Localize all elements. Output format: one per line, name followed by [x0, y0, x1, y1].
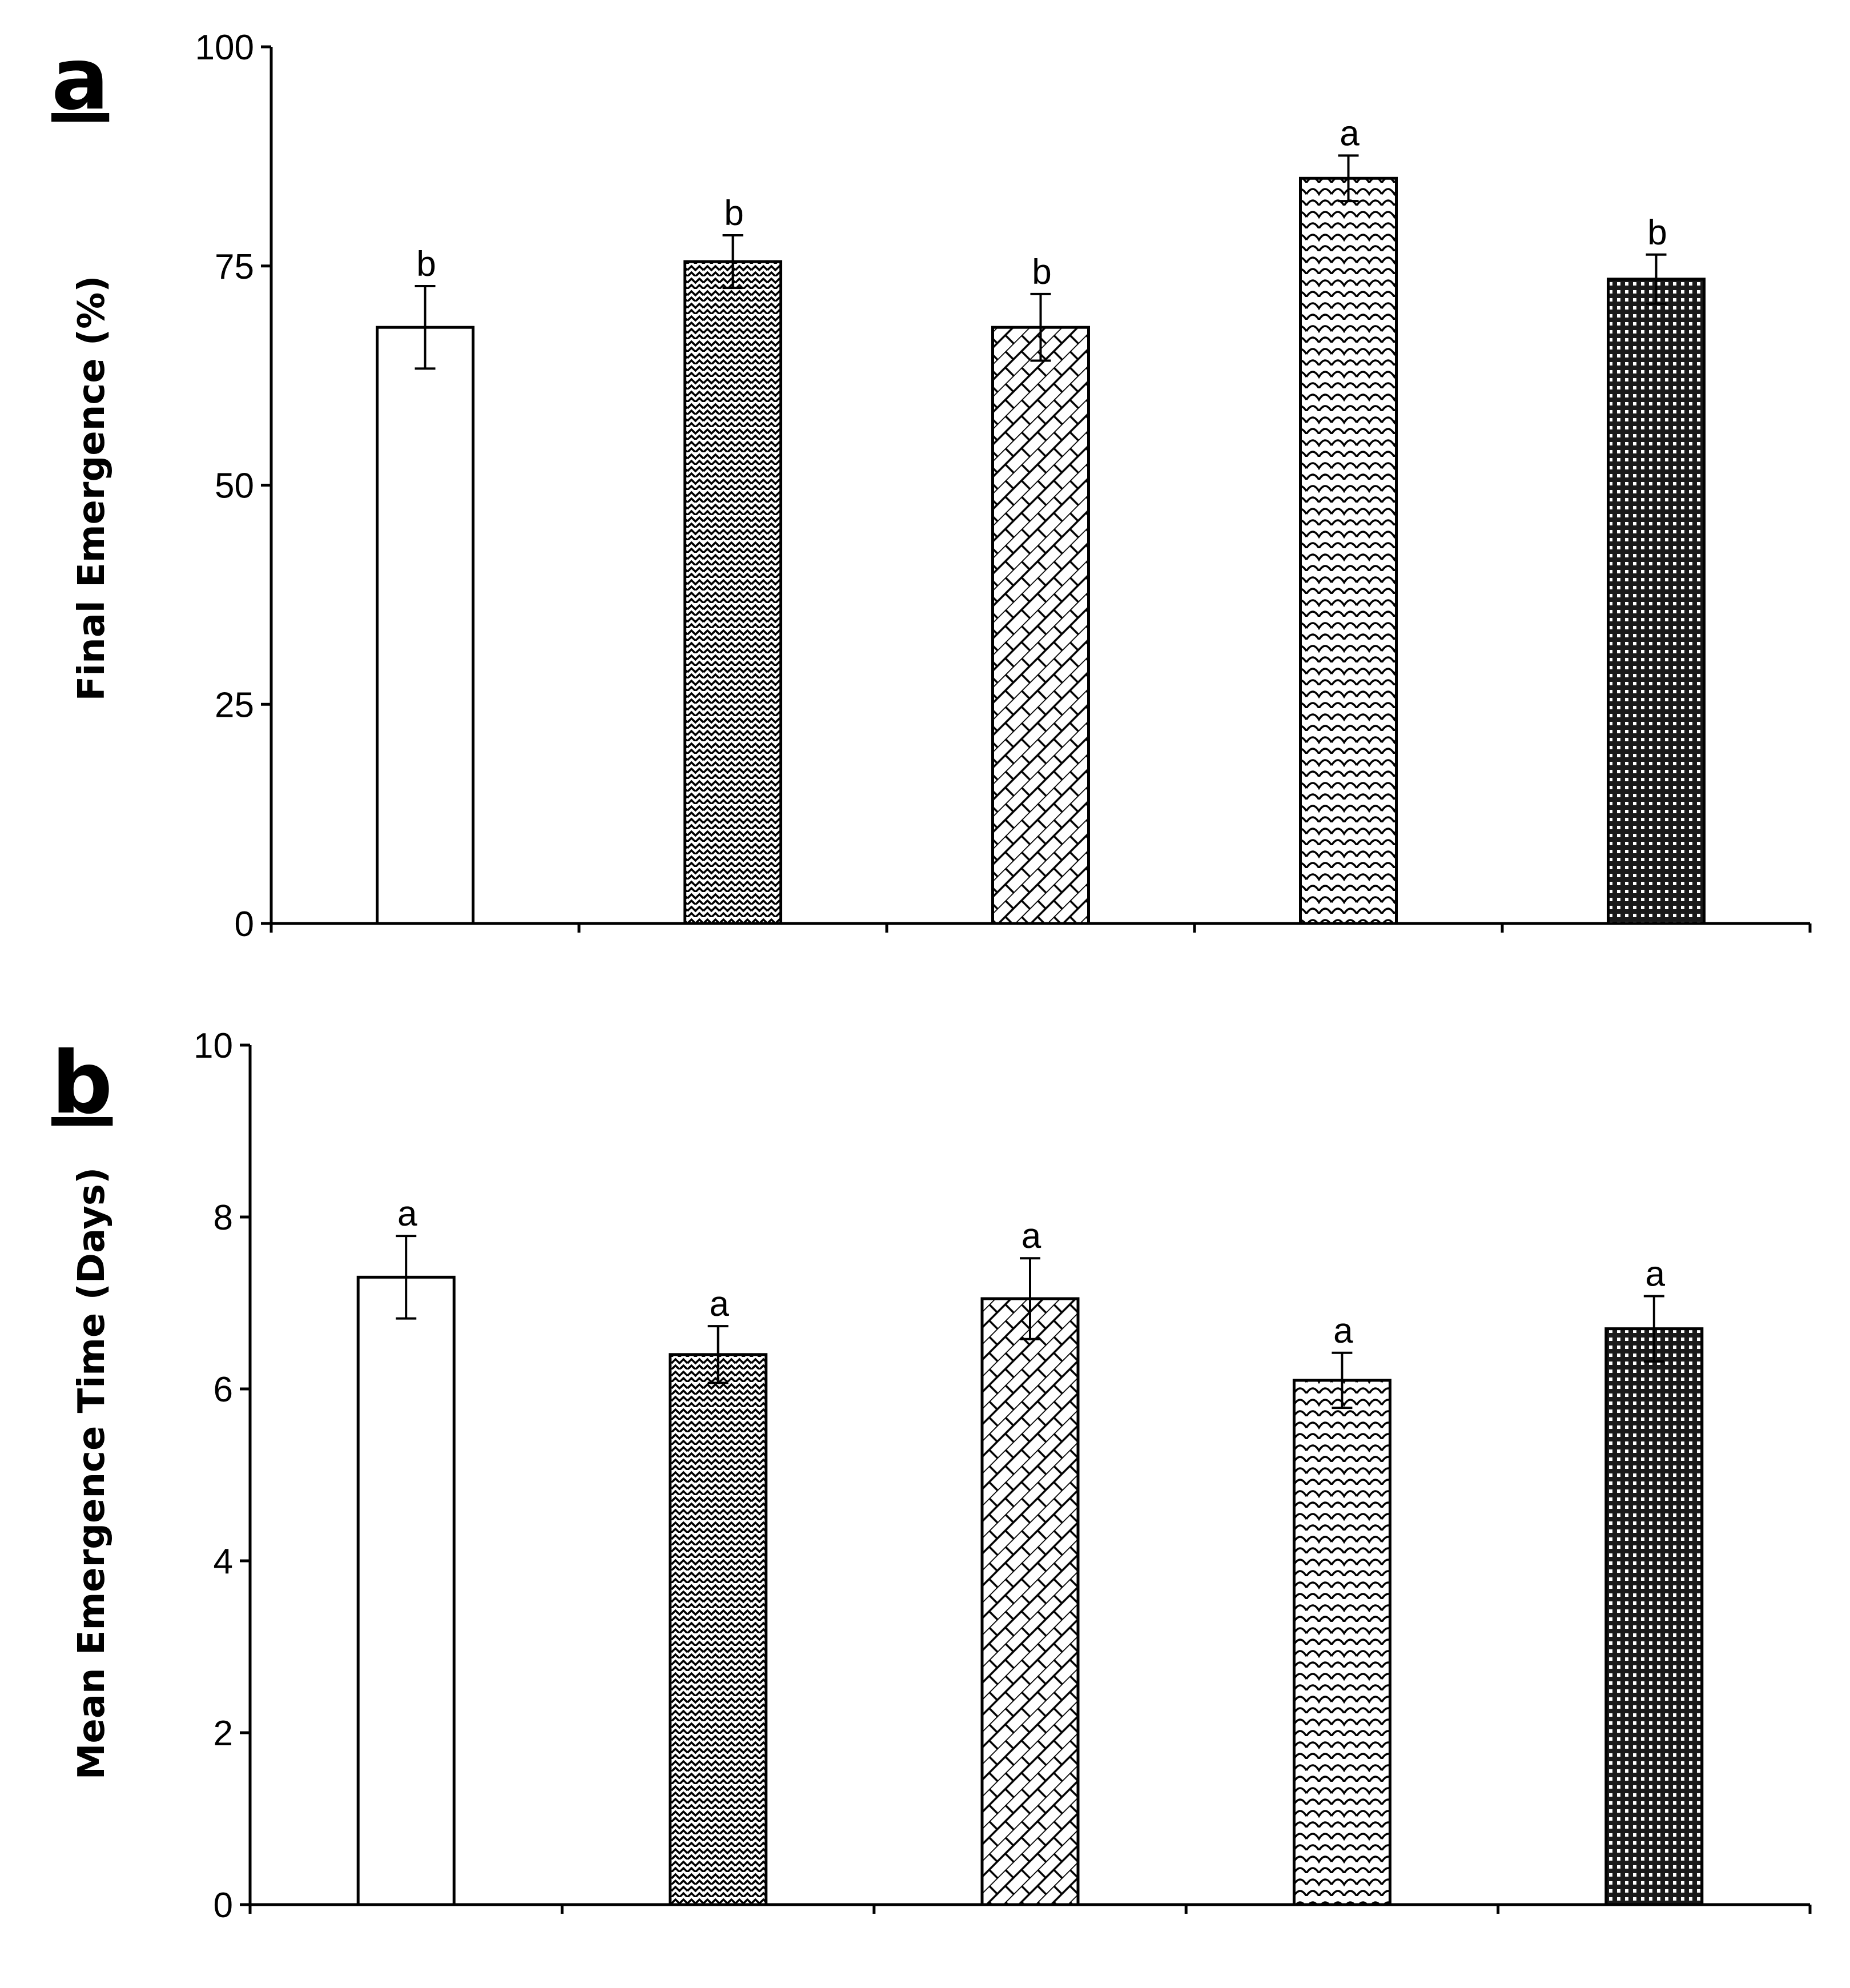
panel-a-bars: b b b a b — [376, 114, 1706, 925]
panel-b-x-ticks — [248, 1905, 1812, 1914]
y-tick-label: 0 — [235, 905, 254, 944]
significance-letter: a — [709, 1284, 729, 1324]
significance-letter: a — [1333, 1311, 1353, 1351]
y-tick-label: 25 — [215, 685, 254, 725]
panel-b-y-ticks: 0 2 4 6 8 10 — [194, 1026, 250, 1925]
significance-letter: b — [1032, 252, 1051, 292]
y-tick-label: 6 — [214, 1370, 233, 1409]
bar — [991, 326, 1090, 925]
significance-letter: a — [1646, 1254, 1666, 1294]
panel-b-letter: b — [51, 1034, 112, 1133]
panel-b-y-axis-title: Mean Emergence Time (Days) — [71, 1167, 113, 1780]
y-tick-label: 8 — [214, 1198, 233, 1238]
y-tick-label: 10 — [194, 1026, 233, 1066]
panel-a-y-ticks: 0 25 50 75 100 — [195, 28, 271, 944]
bar — [669, 1353, 768, 1906]
bar — [356, 1275, 456, 1906]
y-tick-label: 4 — [214, 1542, 233, 1581]
y-tick-label: 100 — [195, 28, 254, 67]
significance-letter: a — [1021, 1216, 1041, 1256]
panel-a-x-ticks — [270, 923, 1812, 933]
y-tick-label: 50 — [215, 467, 254, 506]
bar — [980, 1297, 1080, 1906]
bar — [1292, 1379, 1391, 1906]
panel-a: a Final Emergence (%) 0 25 50 75 100 b b b a b — [51, 28, 1812, 944]
bar — [376, 326, 474, 925]
bar — [1607, 278, 1706, 925]
bar — [1299, 176, 1398, 925]
bar — [683, 260, 782, 925]
panel-b-bars: a a a a a — [356, 1194, 1704, 1906]
y-tick-label: 75 — [215, 247, 254, 287]
panel-a-letter: a — [51, 30, 109, 129]
significance-letter: b — [416, 244, 436, 284]
panel-a-y-axis-title: Final Emergence (%) — [71, 275, 113, 701]
y-tick-label: 2 — [214, 1714, 233, 1753]
bar — [1604, 1327, 1704, 1906]
y-tick-label: 0 — [214, 1886, 233, 1925]
significance-letter: a — [397, 1194, 417, 1234]
significance-letter: a — [1340, 114, 1360, 153]
significance-letter: b — [1647, 213, 1667, 252]
significance-letter: b — [724, 194, 743, 233]
